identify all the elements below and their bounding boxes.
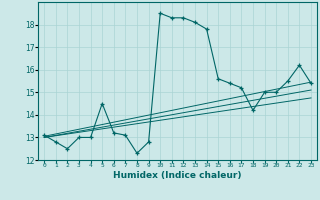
X-axis label: Humidex (Indice chaleur): Humidex (Indice chaleur) [113,171,242,180]
